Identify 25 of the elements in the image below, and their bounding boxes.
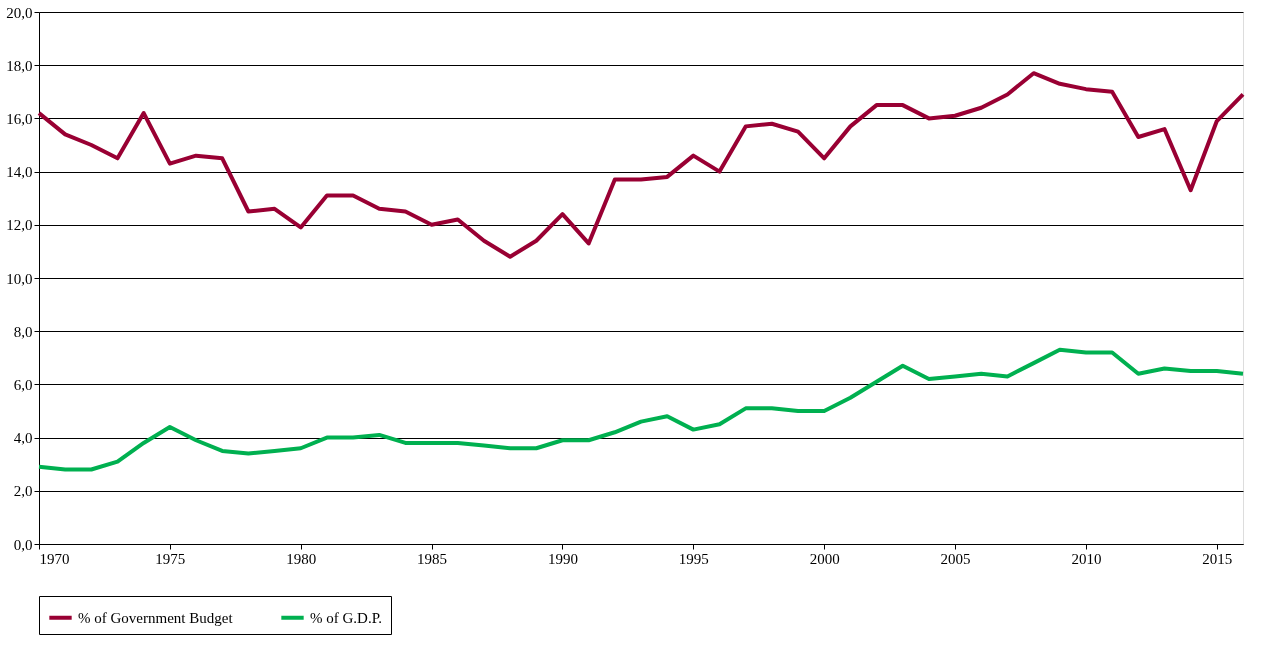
x-tick-label: 1990 <box>547 550 578 567</box>
y-tick-label: 6,0 <box>13 376 33 393</box>
y-tick-label: 18,0 <box>6 57 33 74</box>
legend-label: % of Government Budget <box>78 609 234 626</box>
y-tick-label: 2,0 <box>13 483 33 500</box>
y-tick-label: 20,0 <box>6 4 33 21</box>
y-tick-label: 0,0 <box>13 536 33 553</box>
x-tick-label: 1970 <box>39 550 70 567</box>
y-tick-label: 14,0 <box>6 164 33 181</box>
y-tick-label: 4,0 <box>13 430 33 447</box>
x-tick-label: 2015 <box>1202 550 1233 567</box>
legend-label: % of G.D.P. <box>310 609 383 626</box>
x-tick-label: 1995 <box>678 550 709 567</box>
line-series <box>37 347 1245 472</box>
x-tick-label: 2000 <box>809 550 840 567</box>
x-tick-label: 1985 <box>417 550 448 567</box>
y-tick-label: 12,0 <box>6 217 33 234</box>
y-tick-label: 8,0 <box>13 323 33 340</box>
x-tick-label: 1980 <box>286 550 317 567</box>
x-tick-label: 2010 <box>1071 550 1102 567</box>
x-tick-label: 2005 <box>940 550 971 567</box>
x-tick-label: 1975 <box>155 550 186 567</box>
line-series <box>37 71 1245 259</box>
y-tick-label: 16,0 <box>6 110 33 127</box>
y-tick-label: 10,0 <box>6 270 33 287</box>
